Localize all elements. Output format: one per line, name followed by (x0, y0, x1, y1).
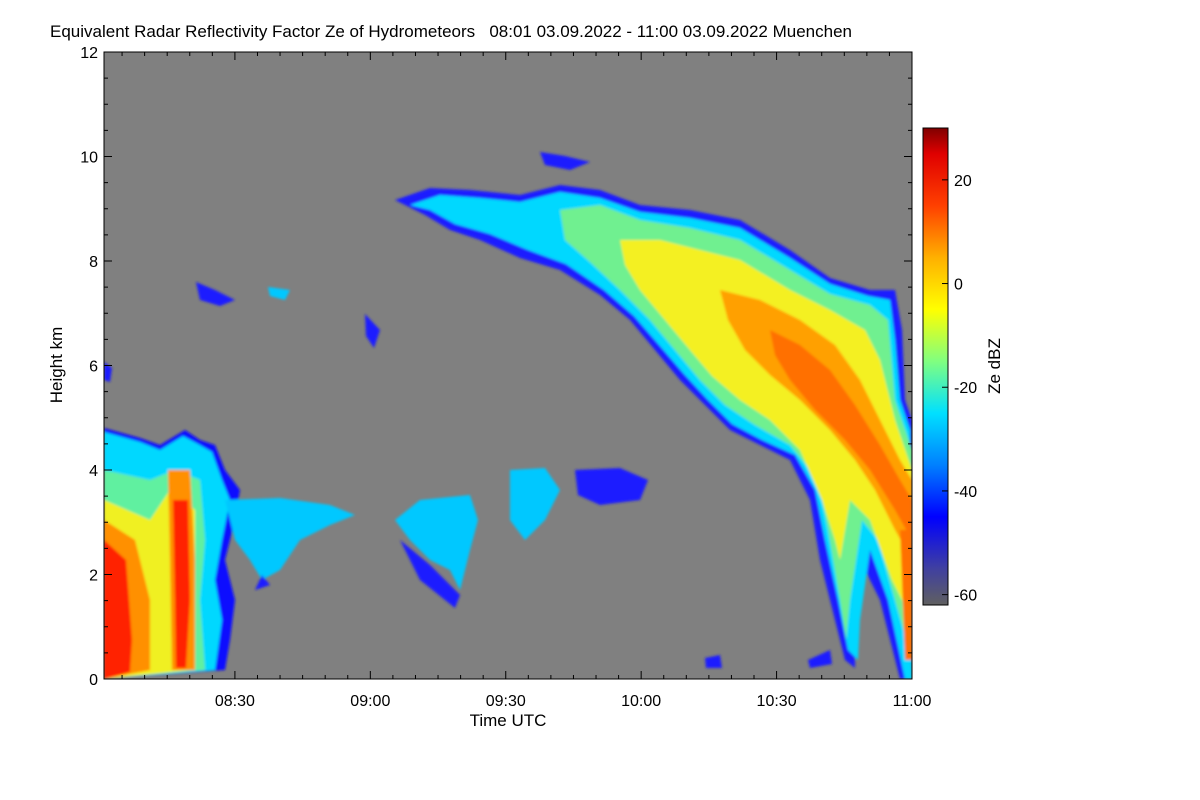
chart-title: Equivalent Radar Reflectivity Factor Ze … (50, 22, 852, 41)
x-tick-label: 10:30 (757, 693, 797, 710)
y-tick-label: 0 (89, 672, 98, 689)
x-tick-label: 10:00 (621, 693, 661, 710)
echo-streak-red (173, 500, 190, 668)
echo-ground-1 (705, 655, 722, 668)
colorbar-tick-label: -40 (954, 484, 977, 501)
colorbar-ticks: 20 0 -20 -40 -60 (942, 173, 977, 605)
echo-mid-cloud-2-edge (400, 540, 460, 608)
x-tick-label: 09:00 (350, 693, 390, 710)
y-tick-label: 4 (89, 463, 98, 480)
x-axis: 08:30 09:00 09:30 10:00 10:30 11:00 (121, 52, 932, 710)
y-axis-label: Height km (47, 327, 66, 404)
colorbar-tick-label: -20 (954, 380, 977, 397)
echo-small-5 (540, 152, 590, 170)
echo-small-2 (268, 287, 290, 300)
echo-mid-cloud-1-edge (255, 575, 270, 590)
colorbar (922, 127, 949, 606)
x-tick-label: 09:30 (486, 693, 526, 710)
echo-layer (104, 152, 912, 679)
echo-mid-cloud-1 (225, 498, 355, 580)
echo-mid-cloud-2 (395, 495, 478, 590)
echo-small-4 (104, 362, 112, 382)
colorbar-tick-label: 20 (954, 173, 972, 190)
echo-small-1 (196, 282, 235, 306)
echo-mid-cloud-3 (510, 468, 560, 540)
y-tick-label: 2 (89, 568, 98, 585)
y-tick-label: 6 (89, 359, 98, 376)
y-axis: 0 2 4 6 8 10 12 (80, 45, 912, 689)
echo-upper-darkorange (770, 330, 912, 540)
colorbar-tick-label: 0 (954, 277, 963, 294)
echo-upper-yellow (620, 240, 912, 620)
echo-low-right-orange (900, 530, 912, 660)
y-tick-label: 8 (89, 254, 98, 271)
colorbar-tick-label: -60 (954, 588, 977, 605)
echo-upper-orange (720, 290, 912, 560)
colorbar-label: Ze dBZ (985, 338, 1004, 394)
x-tick-label: 08:30 (215, 693, 255, 710)
y-tick-label: 12 (80, 45, 98, 62)
y-tick-label: 10 (80, 150, 98, 167)
echo-mid-cloud-4 (575, 468, 648, 505)
echo-small-3 (365, 314, 380, 348)
x-tick-label: 11:00 (893, 693, 932, 710)
echo-ground-2 (808, 650, 832, 668)
x-axis-label: Time UTC (470, 711, 547, 730)
